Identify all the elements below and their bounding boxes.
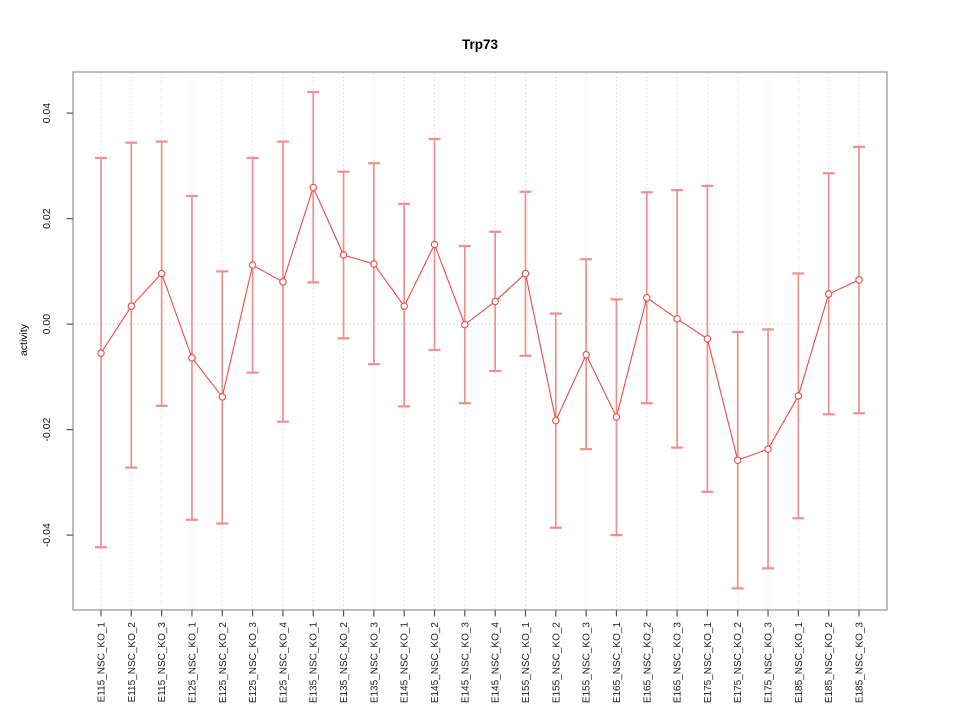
x-tick-label: E135_NSC_KO_2 [339, 622, 350, 704]
x-tick-label: E185_NSC_KO_1 [794, 622, 805, 704]
data-point [733, 456, 742, 464]
data-point [612, 413, 621, 421]
data-point [370, 260, 378, 268]
chart-layer: -0.04 -0.02 0.00 0.02 0.04 E115_NSC_KO_1 E115_… [41, 71, 888, 704]
data-point [521, 269, 530, 278]
data-point [188, 354, 196, 362]
x-tick-label: E125_NSC_KO_1 [187, 622, 198, 704]
y-axis-label: activity [18, 323, 30, 356]
x-tick-label: E155_NSC_KO_2 [551, 622, 562, 704]
data-point [97, 349, 105, 357]
data-point [248, 261, 257, 269]
data-point [430, 240, 439, 249]
x-tick-label: E115_NSC_KO_1 [97, 622, 108, 703]
x-tick-label: E145_NSC_KO_4 [491, 622, 502, 704]
data-point [643, 293, 651, 302]
data-point [794, 392, 803, 400]
x-tick-label: E185_NSC_KO_3 [855, 622, 866, 704]
plot-border [72, 71, 888, 611]
data-point [491, 297, 499, 306]
data-point [552, 416, 560, 425]
y-tick-label: -0.02 [41, 417, 53, 441]
data-point [339, 251, 348, 259]
data-point [824, 290, 833, 298]
data-point [279, 278, 287, 286]
x-tick-label: E135_NSC_KO_3 [369, 622, 380, 704]
data-point [400, 302, 408, 310]
x-tick-label: E125_NSC_KO_2 [218, 622, 229, 704]
x-tick-label: E115_NSC_KO_2 [127, 622, 138, 703]
y-tick-label: 0.00 [41, 314, 53, 335]
x-tick-label: E175_NSC_KO_2 [733, 622, 744, 704]
x-tick-label: E155_NSC_KO_3 [582, 622, 593, 704]
x-tick-label: E185_NSC_KO_2 [824, 622, 835, 704]
x-tick-label: E145_NSC_KO_3 [460, 622, 471, 704]
x-tick-label: E165_NSC_KO_3 [673, 622, 684, 704]
x-tick-label: E115_NSC_KO_3 [157, 622, 168, 703]
x-tick-label: E135_NSC_KO_1 [309, 622, 320, 704]
data-point [703, 335, 712, 343]
x-tick-label: E165_NSC_KO_1 [612, 622, 623, 704]
x-tick-label: E125_NSC_KO_3 [248, 622, 259, 704]
y-tick-label: 0.02 [41, 208, 53, 229]
data-point [673, 315, 681, 323]
x-tick-label: E125_NSC_KO_4 [278, 622, 289, 704]
data-point [764, 445, 772, 453]
x-tick-label: E145_NSC_KO_2 [430, 622, 441, 704]
chart-title: Trp73 [462, 37, 499, 52]
data-point [582, 350, 590, 359]
series-line [100, 185, 860, 461]
y-tick-label: -0.04 [41, 523, 53, 547]
data-point [157, 269, 166, 278]
x-tick-label: E145_NSC_KO_1 [400, 622, 411, 704]
x-tick-label: E175_NSC_KO_1 [703, 622, 714, 704]
data-point [461, 320, 469, 329]
x-tick-label: E165_NSC_KO_2 [642, 622, 653, 704]
x-tick-label: E155_NSC_KO_1 [521, 622, 532, 704]
data-point [218, 393, 227, 401]
y-tick-label: 0.04 [41, 103, 53, 124]
x-tick-label: E175_NSC_KO_3 [764, 622, 775, 704]
data-point [309, 183, 317, 192]
data-point [127, 302, 136, 310]
data-point [855, 276, 863, 284]
